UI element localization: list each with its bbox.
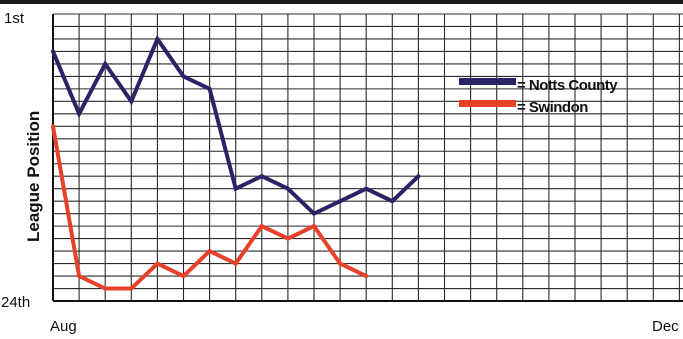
data-point-notts-county-0	[51, 49, 55, 54]
data-point-swindon-11	[338, 261, 343, 266]
data-point-swindon-8	[259, 224, 264, 229]
data-point-swindon-6	[207, 249, 212, 254]
data-point-notts-county-11	[338, 199, 343, 204]
data-point-notts-county-7	[233, 186, 238, 191]
data-point-notts-county-13	[390, 199, 395, 204]
legend-label-notts-county: = Notts County	[517, 77, 618, 94]
legend-label-swindon: = Swindon	[517, 99, 588, 116]
series-layer	[51, 34, 421, 291]
y-tick-bottom: 24th	[1, 294, 30, 311]
data-point-swindon-2	[103, 286, 108, 291]
data-point-swindon-7	[233, 261, 238, 266]
x-tick-end: Dec	[652, 318, 679, 335]
data-point-notts-county-6	[207, 86, 212, 91]
data-point-swindon-3	[129, 286, 134, 291]
data-point-swindon-12	[364, 274, 369, 279]
data-point-swindon-4	[155, 261, 160, 266]
data-point-swindon-5	[181, 274, 186, 279]
data-point-notts-county-4	[155, 36, 160, 41]
data-point-notts-county-2	[103, 61, 108, 66]
legend-swatch-swindon	[459, 100, 516, 107]
data-point-notts-county-9	[285, 186, 290, 191]
data-point-notts-county-8	[259, 174, 264, 179]
legend: = Notts County = Swindon	[459, 77, 619, 116]
data-point-swindon-1	[77, 274, 82, 279]
data-point-notts-county-5	[181, 74, 186, 79]
legend-swatch-notts-county	[459, 78, 516, 85]
data-point-swindon-9	[285, 236, 290, 241]
data-point-swindon-0	[51, 124, 55, 129]
data-point-notts-county-3	[129, 99, 134, 104]
x-tick-start: Aug	[50, 318, 77, 335]
y-tick-top: 1st	[4, 10, 25, 27]
data-point-notts-county-10	[312, 211, 316, 216]
data-point-swindon-10	[312, 224, 316, 229]
data-point-notts-county-1	[77, 111, 82, 116]
data-point-notts-county-12	[364, 186, 369, 191]
data-point-notts-county-14	[416, 174, 421, 179]
y-axis-label: League Position	[24, 111, 43, 242]
